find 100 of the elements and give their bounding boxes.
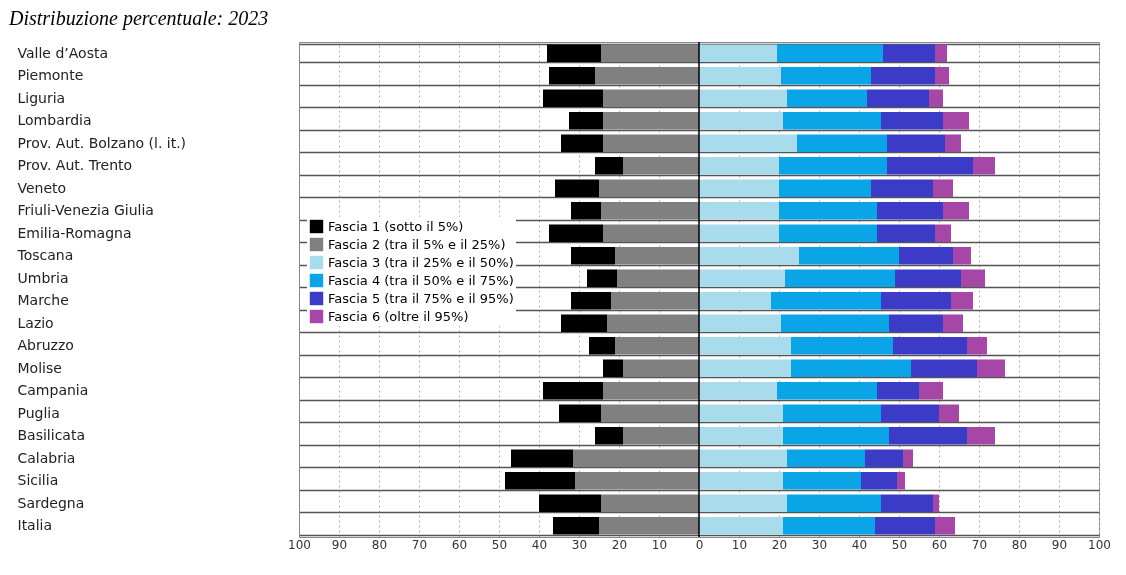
bar — [787, 494, 881, 513]
bar — [887, 134, 945, 153]
bar — [953, 246, 971, 265]
y-tick-label: Friuli-Venezia Giulia — [17, 202, 154, 219]
bar — [977, 359, 1005, 378]
bar — [799, 246, 899, 265]
y-tick-label: Basilicata — [17, 427, 85, 444]
x-tick-label: 10 — [651, 537, 668, 552]
bar — [889, 314, 943, 333]
bar — [797, 134, 887, 153]
y-tick-label: Umbria — [17, 269, 69, 286]
bar — [877, 224, 935, 243]
y-tick-label: Lazio — [17, 314, 54, 331]
bar — [783, 404, 881, 423]
bar — [935, 516, 955, 535]
bar — [699, 404, 783, 423]
bar — [935, 66, 949, 85]
bar — [699, 89, 787, 108]
x-tick-label: 100 — [1088, 537, 1111, 552]
bar — [699, 291, 771, 310]
bar — [883, 44, 935, 63]
bar — [699, 449, 787, 468]
y-tick-label: Emilia-Romagna — [17, 224, 132, 241]
y-tick-label: Molise — [17, 359, 62, 376]
bar — [699, 381, 777, 400]
bar — [871, 179, 933, 198]
y-tick-label: Calabria — [17, 449, 76, 466]
bar — [919, 381, 943, 400]
x-tick-label: 90 — [1051, 537, 1068, 552]
bar — [967, 336, 987, 355]
y-tick-label: Abruzzo — [17, 337, 74, 354]
bar — [771, 291, 881, 310]
bar — [945, 134, 961, 153]
bar — [903, 449, 913, 468]
legend-label: Fascia 3 (tra il 25% e il 50%) — [328, 254, 514, 270]
bar — [935, 224, 951, 243]
bar — [699, 66, 781, 85]
y-tick-label: Toscana — [16, 247, 74, 264]
bar — [777, 381, 877, 400]
bar — [875, 516, 935, 535]
bar — [871, 66, 935, 85]
x-tick-label: 20 — [771, 537, 788, 552]
bar — [699, 359, 791, 378]
x-tick-label: 60 — [451, 537, 468, 552]
x-tick-label: 10 — [731, 537, 748, 552]
bar — [699, 269, 785, 288]
bar — [865, 449, 903, 468]
bar — [781, 314, 889, 333]
bar — [791, 359, 911, 378]
legend-label: Fascia 1 (sotto il 5%) — [328, 218, 464, 234]
bar — [699, 246, 799, 265]
x-tick-label: 90 — [331, 537, 348, 552]
y-tick-label: Sicilia — [17, 472, 59, 489]
bar — [889, 426, 967, 445]
bar — [881, 404, 939, 423]
bar — [881, 111, 943, 130]
bar — [877, 201, 943, 220]
bar — [699, 201, 779, 220]
bar — [699, 224, 779, 243]
bar — [699, 471, 783, 490]
y-tick-label: Piemonte — [17, 67, 84, 84]
bar — [699, 111, 783, 130]
x-tick-label: 30 — [811, 537, 828, 552]
legend-label: Fascia 5 (tra il 75% e il 95%) — [328, 290, 514, 306]
text: Distribuzione percentuale: 2023 — [8, 7, 269, 30]
bar — [935, 44, 947, 63]
bar — [911, 359, 977, 378]
x-tick-label: 80 — [371, 537, 388, 552]
bar — [933, 179, 953, 198]
bar — [781, 66, 871, 85]
bar — [961, 269, 985, 288]
bar — [867, 89, 929, 108]
bar — [783, 471, 861, 490]
y-tick-label: Sardegna — [17, 494, 85, 511]
bar — [699, 426, 783, 445]
x-tick-label: 20 — [611, 537, 628, 552]
bar — [779, 201, 877, 220]
bar — [779, 156, 887, 175]
y-tick-label: Puglia — [17, 404, 60, 421]
bar — [783, 111, 881, 130]
bar — [895, 269, 961, 288]
bar — [699, 134, 797, 153]
bar — [973, 156, 995, 175]
bar — [951, 291, 973, 310]
bar — [777, 44, 883, 63]
bar — [699, 156, 779, 175]
x-tick-label: 0 — [695, 537, 704, 552]
y-tick-label: Liguria — [17, 89, 66, 106]
legend-label: Fascia 4 (tra il 50% e il 75%) — [328, 272, 514, 288]
bar — [699, 44, 777, 63]
y-tick-label: Veneto — [17, 179, 67, 196]
bar — [779, 224, 877, 243]
x-tick-label: 40 — [531, 537, 548, 552]
bar — [787, 449, 865, 468]
bar — [699, 494, 787, 513]
x-tick-label: 70 — [411, 537, 428, 552]
bar — [699, 314, 781, 333]
bar — [699, 179, 779, 198]
y-tick-label: Valle d’Aosta — [17, 44, 109, 61]
bar — [877, 381, 919, 400]
